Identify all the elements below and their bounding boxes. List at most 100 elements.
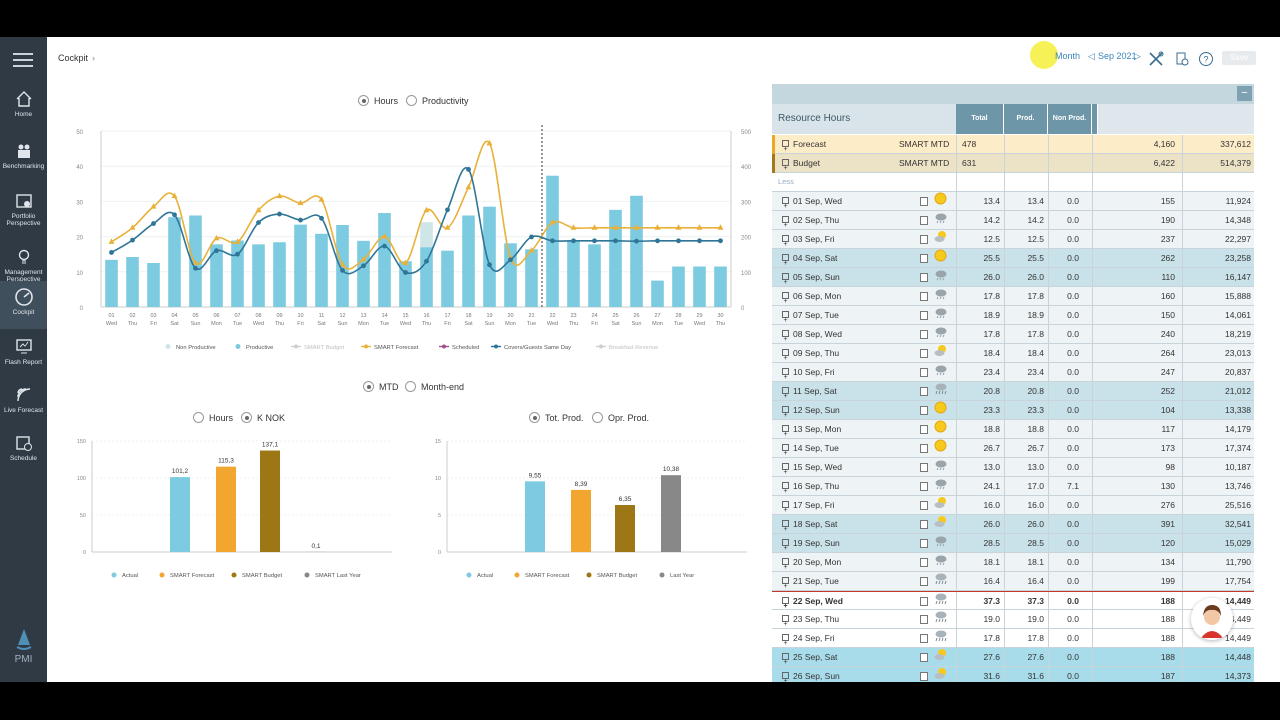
help-icon[interactable]: ? [1198,51,1214,67]
header-total[interactable]: Total [956,104,1004,134]
header-non-prod[interactable]: Non Prod. [1048,104,1092,134]
expand-icon[interactable]: + [782,273,789,286]
sidebar-item-cockpit[interactable]: Cockpit [0,281,47,329]
less-row[interactable]: Less [772,173,1254,192]
opr-prod-radio[interactable]: Opr. Prod. [592,412,649,423]
calendar-icon[interactable] [920,463,928,472]
calendar-icon[interactable] [920,634,928,643]
calendar-icon[interactable] [920,330,928,339]
less-toggle[interactable]: Less [778,177,794,186]
table-row[interactable]: +01 Sep, Wed 13.4 13.4 0.0 155 11,924 [772,192,1254,211]
calendar-icon[interactable] [920,520,928,529]
calendar-icon[interactable] [920,216,928,225]
expand-icon[interactable]: + [782,140,789,153]
table-row[interactable]: +02 Sep, Thu 14.2 14.2 0.0 190 14,348 [772,211,1254,230]
prev-period-icon[interactable]: ◁ [1088,51,1095,61]
expand-icon[interactable]: + [782,368,789,381]
menu-icon[interactable] [13,53,33,67]
expand-icon[interactable]: + [782,539,789,552]
knok-radio[interactable]: K NOK [241,412,285,423]
calendar-icon[interactable] [920,273,928,282]
expand-icon[interactable]: + [782,672,789,682]
calendar-icon[interactable] [920,197,928,206]
period-type-button[interactable]: Month [1055,51,1081,61]
productivity-radio[interactable]: Productivity [406,95,469,106]
calendar-icon[interactable] [920,444,928,453]
table-row[interactable]: +15 Sep, Wed 13.0 13.0 0.0 98 10,187 [772,458,1254,477]
breadcrumb[interactable]: Cockpit › [58,53,95,63]
expand-icon[interactable]: + [782,406,789,419]
calendar-icon[interactable] [920,235,928,244]
expand-icon[interactable]: + [782,425,789,438]
calendar-icon[interactable] [920,539,928,548]
calendar-icon[interactable] [920,597,928,606]
expand-icon[interactable]: + [782,634,789,647]
table-row[interactable]: +16 Sep, Thu 24.1 17.0 7.1 130 13,746 [772,477,1254,496]
expand-icon[interactable]: + [782,197,789,210]
sidebar-item-benchmarking[interactable]: Benchmarking [0,135,47,183]
expand-icon[interactable]: + [782,653,789,666]
table-row[interactable]: +20 Sep, Mon 18.1 18.1 0.0 134 11,790 [772,553,1254,572]
table-row[interactable]: +14 Sep, Tue 26.7 26.7 0.0 173 17,374 [772,439,1254,458]
table-row[interactable]: +19 Sep, Sun 28.5 28.5 0.0 120 15,029 [772,534,1254,553]
expand-icon[interactable]: + [782,463,789,476]
expand-icon[interactable]: + [782,235,789,248]
calendar-icon[interactable] [920,482,928,491]
table-row[interactable]: +17 Sep, Fri 16.0 16.0 0.0 276 25,516 [772,496,1254,515]
calendar-icon[interactable] [920,349,928,358]
sidebar-item-management-perspective[interactable]: Management Perspective [0,241,47,289]
calendar-icon[interactable] [920,558,928,567]
sidebar-item-flash-report[interactable]: Flash Report [0,331,47,379]
calendar-icon[interactable] [920,387,928,396]
table-row[interactable]: +07 Sep, Tue 18.9 18.9 0.0 150 14,061 [772,306,1254,325]
expand-icon[interactable]: + [782,597,789,610]
document-settings-icon[interactable] [1174,51,1190,67]
expand-icon[interactable]: + [782,615,789,628]
save-button[interactable]: Save [1222,51,1256,65]
table-row[interactable]: +08 Sep, Wed 17.8 17.8 0.0 240 18,219 [772,325,1254,344]
expand-icon[interactable]: + [782,482,789,495]
calendar-icon[interactable] [920,425,928,434]
sidebar-item-portfolio-perspective[interactable]: Portfolio Perspective [0,185,47,233]
expand-icon[interactable]: + [782,387,789,400]
table-row[interactable]: +03 Sep, Fri 12.5 12.5 0.0 237 22,297 [772,230,1254,249]
calendar-icon[interactable] [920,615,928,624]
expand-icon[interactable]: + [782,501,789,514]
calendar-icon[interactable] [920,311,928,320]
sidebar-item-home[interactable]: Home [0,83,47,131]
next-period-icon[interactable]: ▷ [1134,51,1141,61]
expand-icon[interactable]: + [782,254,789,267]
calendar-icon[interactable] [920,368,928,377]
table-row[interactable]: +23 Sep, Thu 19.0 19.0 0.0 188 14,449 [772,610,1254,629]
expand-icon[interactable]: + [782,349,789,362]
summary-row[interactable]: + Budget SMART MTD 631 6,422 514,379 [772,154,1254,173]
table-row[interactable]: +12 Sep, Sun 23.3 23.3 0.0 104 13,338 [772,401,1254,420]
table-row[interactable]: +22 Sep, Wed 37.3 37.3 0.0 188 14,449 [772,591,1254,611]
table-row[interactable]: +06 Sep, Mon 17.8 17.8 0.0 160 15,888 [772,287,1254,306]
expand-icon[interactable]: + [782,159,789,172]
table-row[interactable]: +21 Sep, Tue 16.4 16.4 0.0 199 17,754 [772,572,1254,591]
table-row[interactable]: +25 Sep, Sat 27.6 27.6 0.0 188 14,448 [772,648,1254,667]
assistant-avatar[interactable] [1191,598,1233,640]
table-row[interactable]: +11 Sep, Sat 20.8 20.8 0.0 252 21,012 [772,382,1254,401]
hours-radio[interactable]: Hours [358,95,398,106]
collapse-button[interactable]: − [1237,86,1252,101]
tot-prod-radio[interactable]: Tot. Prod. [529,412,584,423]
calendar-icon[interactable] [920,501,928,510]
summary-row[interactable]: + Forecast SMART MTD 478 4,160 337,612 [772,135,1254,154]
table-row[interactable]: +04 Sep, Sat 25.5 25.5 0.0 262 23,258 [772,249,1254,268]
table-row[interactable]: +05 Sep, Sun 26.0 26.0 0.0 110 16,147 [772,268,1254,287]
calendar-icon[interactable] [920,254,928,263]
expand-icon[interactable]: + [782,216,789,229]
table-row[interactable]: +13 Sep, Mon 18.8 18.8 0.0 117 14,179 [772,420,1254,439]
table-row[interactable]: +24 Sep, Fri 17.8 17.8 0.0 188 14,449 [772,629,1254,648]
expand-icon[interactable]: + [782,311,789,324]
table-row[interactable]: +10 Sep, Fri 23.4 23.4 0.0 247 20,837 [772,363,1254,382]
tools-icon[interactable] [1148,51,1164,67]
sidebar-item-live-forecast[interactable]: Live Forecast [0,379,47,427]
calendar-icon[interactable] [920,292,928,301]
table-row[interactable]: +09 Sep, Thu 18.4 18.4 0.0 264 23,013 [772,344,1254,363]
table-row[interactable]: +18 Sep, Sat 26.0 26.0 0.0 391 32,541 [772,515,1254,534]
expand-icon[interactable]: + [782,577,789,590]
left-hours-radio[interactable]: Hours [193,412,233,423]
